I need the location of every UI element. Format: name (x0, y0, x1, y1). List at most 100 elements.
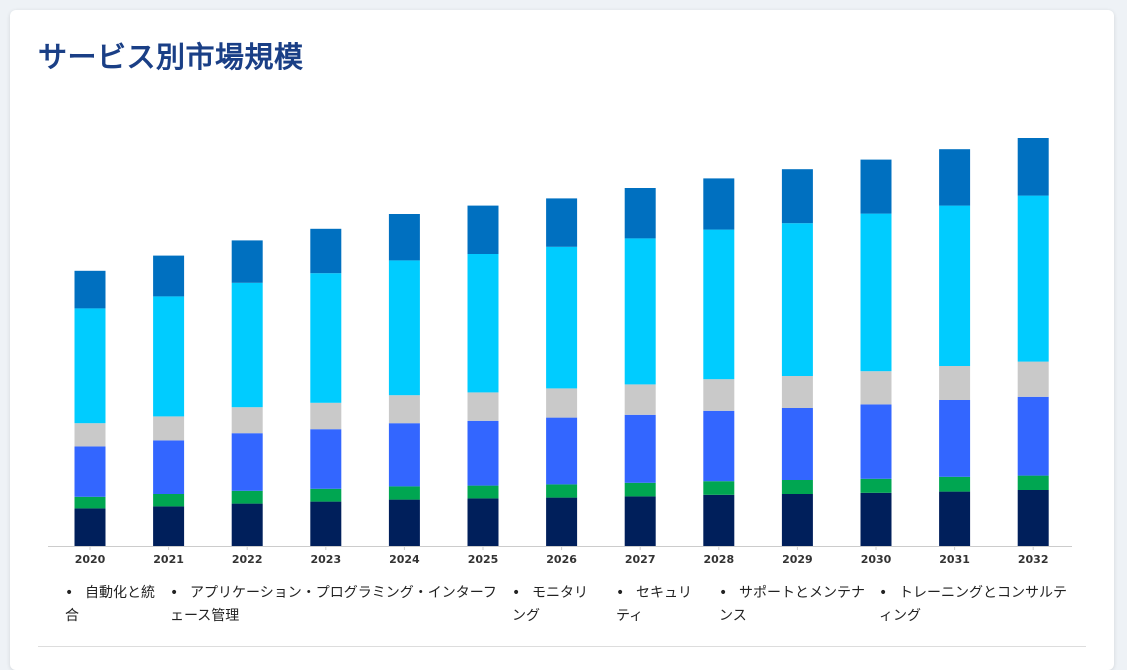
bar-segment-2031-s3 (939, 366, 971, 400)
bar-segment-2032-s1 (1017, 475, 1049, 490)
bar-segment-2030-s5 (860, 159, 892, 214)
bar-segment-2032-s0 (1017, 490, 1049, 546)
bar-segment-2031-s5 (939, 149, 971, 206)
bar-segment-2032-s3 (1017, 361, 1049, 397)
legend-bullet: • (879, 585, 888, 601)
bar-segment-2026-s4 (546, 246, 578, 389)
legend-label: サポートとメンテナンス (719, 585, 865, 624)
legend-label: 自動化と統合 (65, 585, 155, 624)
bar-segment-2025-s2 (467, 420, 499, 486)
x-tick-label: 2026 (546, 553, 577, 566)
bar-segment-2020-s0 (74, 508, 106, 546)
bar-segment-2028-s5 (703, 178, 735, 230)
x-tick-label: 2025 (468, 553, 499, 566)
bar-segment-2023-s4 (310, 273, 342, 403)
bar-segment-2024-s5 (388, 214, 420, 261)
bar-segment-2022-s5 (231, 240, 263, 283)
legend-bullet: • (719, 585, 728, 601)
bar-segment-2031-s2 (939, 400, 971, 477)
bar-segment-2022-s0 (231, 503, 263, 546)
legend-bullet: • (170, 585, 179, 601)
bar-segment-2021-s3 (153, 416, 185, 441)
bar-segment-2031-s0 (939, 491, 971, 546)
bar-segment-2026-s2 (546, 417, 578, 485)
bar-segment-2030-s2 (860, 404, 892, 479)
bar-segment-2030-s3 (860, 371, 892, 405)
bar-segment-2026-s5 (546, 198, 578, 247)
bar-segment-2028-s2 (703, 410, 735, 482)
bar-segment-2027-s0 (624, 496, 656, 546)
bar-segment-2026-s3 (546, 388, 578, 418)
bar-segment-2029-s5 (781, 169, 813, 224)
bar-segment-2020-s2 (74, 446, 106, 497)
bar-segment-2030-s1 (860, 478, 892, 493)
legend-item-automation: • 自動化と統合 (65, 582, 160, 628)
bar-segment-2025-s5 (467, 205, 499, 254)
bar-segment-2022-s4 (231, 282, 263, 408)
bar-segment-2021-s4 (153, 296, 185, 417)
bar-segment-2029-s1 (781, 480, 813, 494)
bar-segment-2021-s1 (153, 494, 185, 507)
bar-segment-2026-s0 (546, 497, 578, 546)
legend-item-api-management: • アプリケーション・プログラミング・インターフェース管理 (170, 582, 500, 628)
stacked-bar-chart: 2020 2021 2022 2023 2024 2025 2026 2027 2028 2029… (48, 138, 1072, 566)
bar-segment-2032-s2 (1017, 396, 1049, 476)
bar-segment-2023-s0 (310, 501, 342, 546)
bar-segment-2032-s5 (1017, 138, 1049, 196)
bar-segment-2029-s2 (781, 408, 813, 480)
bar-segment-2027-s3 (624, 384, 656, 415)
bar-segment-2024-s0 (388, 499, 420, 546)
bar-segment-2025-s1 (467, 485, 499, 499)
chart-card: サービス別市場規模 2020 2021 2022 2023 2024 2025 2026 20… (10, 10, 1114, 670)
bar-segment-2027-s2 (624, 414, 656, 483)
bar-segment-2027-s4 (624, 238, 656, 385)
bar-segment-2024-s4 (388, 260, 420, 396)
bar-segment-2031-s1 (939, 476, 971, 492)
bar-segment-2020-s4 (74, 308, 106, 424)
bar-segment-2021-s0 (153, 506, 185, 546)
bar-segment-2023-s5 (310, 228, 342, 274)
bar-segment-2027-s5 (624, 188, 656, 239)
bar-segment-2023-s2 (310, 429, 342, 489)
bar-segment-2027-s1 (624, 482, 656, 497)
bar-segment-2024-s1 (388, 486, 420, 500)
bar-segment-2030-s0 (860, 492, 892, 546)
bar-segment-2031-s4 (939, 205, 971, 366)
bar-segment-2028-s4 (703, 229, 735, 380)
bar-segment-2026-s1 (546, 484, 578, 498)
bar-segment-2021-s2 (153, 440, 185, 494)
legend-label: モニタリング (512, 585, 588, 624)
bar-segment-2029-s4 (781, 223, 813, 376)
x-tick-label: 2031 (939, 553, 970, 566)
bar-segment-2024-s2 (388, 423, 420, 487)
legend-bullet: • (616, 585, 625, 601)
bar-segment-2030-s4 (860, 213, 892, 372)
x-tick-label: 2023 (310, 553, 341, 566)
x-tick-label: 2032 (1018, 553, 1049, 566)
x-tick-label: 2020 (75, 553, 106, 566)
bar-segment-2029-s0 (781, 494, 813, 546)
bar-segment-2021-s5 (153, 255, 185, 297)
bar-segment-2025-s3 (467, 392, 499, 421)
bar-segment-2020-s3 (74, 423, 106, 447)
x-tick-label: 2028 (703, 553, 734, 566)
bar-segment-2029-s3 (781, 376, 813, 408)
bar-segment-2022-s3 (231, 407, 263, 434)
divider (38, 646, 1086, 647)
bar-segment-2020-s1 (74, 496, 106, 509)
bar-segment-2025-s0 (467, 498, 499, 546)
legend-item-support: • サポートとメンテナンス (719, 582, 869, 628)
x-tick-label: 2029 (782, 553, 813, 566)
legend-bullet: • (65, 585, 74, 601)
bar-segment-2023-s1 (310, 488, 342, 502)
legend-bullet: • (512, 585, 521, 601)
bar-segment-2022-s2 (231, 433, 263, 491)
bar-segment-2028-s0 (703, 494, 735, 546)
legend-label: トレーニングとコンサルティング (879, 585, 1067, 624)
bar-segment-2025-s4 (467, 254, 499, 393)
bar-segment-2028-s3 (703, 379, 735, 411)
bar-segment-2022-s1 (231, 490, 263, 504)
x-tick-label: 2024 (389, 553, 420, 566)
bar-segment-2023-s3 (310, 402, 342, 430)
x-tick-label: 2027 (625, 553, 656, 566)
